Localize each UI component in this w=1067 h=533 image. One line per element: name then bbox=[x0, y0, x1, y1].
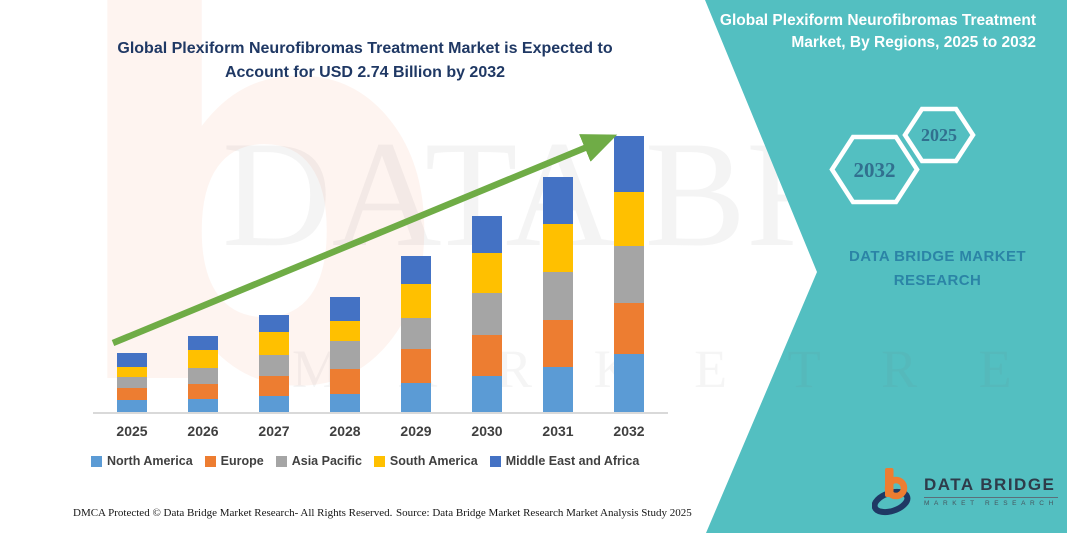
x-axis-label-2027: 2027 bbox=[258, 423, 290, 439]
bar-segment-asia-pacific bbox=[401, 318, 431, 350]
bar-segment-south-america bbox=[543, 224, 573, 272]
brand-wordmark-on-teal: DATA BRIDGE MARKET RESEARCH bbox=[795, 245, 1067, 293]
bar-segment-north-america bbox=[188, 398, 218, 413]
x-axis-label-2025: 2025 bbox=[116, 423, 148, 439]
logo-text: DATA BRIDGE MARKET RESEARCH bbox=[924, 475, 1058, 507]
chart-title: Global Plexiform Neurofibromas Treatment… bbox=[117, 40, 613, 81]
bar-segment-asia-pacific bbox=[472, 292, 502, 336]
bar-segment-europe bbox=[188, 383, 218, 399]
bar-segment-north-america bbox=[117, 399, 147, 413]
bar-segment-middle-east-and-africa bbox=[614, 136, 644, 192]
bar-segment-europe bbox=[543, 320, 573, 367]
bar-segment-north-america bbox=[259, 395, 289, 413]
x-axis-label-2026: 2026 bbox=[187, 423, 219, 439]
legend-item-north-america: North America bbox=[91, 454, 193, 468]
bar-segment-europe bbox=[401, 349, 431, 383]
hexagon-year-2032: 2032 bbox=[854, 158, 896, 182]
legend-label: Middle East and Africa bbox=[505, 454, 640, 468]
bar-segment-asia-pacific bbox=[614, 246, 644, 303]
databridge-logo-icon bbox=[872, 468, 911, 516]
bar-segment-south-america bbox=[259, 332, 289, 356]
bar-segment-asia-pacific bbox=[259, 355, 289, 376]
legend-swatch bbox=[275, 455, 287, 467]
dmca-notice: DMCA Protected © Data Bridge Market Rese… bbox=[73, 507, 393, 519]
bar-segment-asia-pacific bbox=[188, 367, 218, 384]
bar-segment-north-america bbox=[401, 382, 431, 413]
x-axis-label-2029: 2029 bbox=[400, 423, 432, 439]
legend-label: Europe bbox=[220, 454, 264, 468]
bar-segment-south-america bbox=[188, 350, 218, 368]
bar-segment-south-america bbox=[614, 191, 644, 247]
legend-item-south-america: South America bbox=[373, 454, 478, 468]
legend-label: South America bbox=[389, 454, 478, 468]
bar-segment-asia-pacific bbox=[117, 376, 147, 388]
bar-segment-north-america bbox=[543, 366, 573, 413]
bar-segment-south-america bbox=[472, 253, 502, 293]
stacked-bar-2031 bbox=[543, 176, 573, 413]
stacked-bar-2025 bbox=[117, 352, 147, 413]
legend-item-middle-east-and-africa: Middle East and Africa bbox=[489, 454, 640, 468]
brand-line1: DATA BRIDGE MARKET bbox=[849, 248, 1026, 265]
legend-swatch bbox=[204, 455, 216, 467]
bar-segment-asia-pacific bbox=[330, 341, 360, 369]
legend-item-asia-pacific: Asia Pacific bbox=[275, 454, 362, 468]
legend-swatch bbox=[91, 455, 102, 467]
legend-swatch bbox=[489, 455, 501, 467]
right-panel-heading: Global Plexiform Neurofibromas Treatment… bbox=[719, 12, 1036, 51]
legend-label: North America bbox=[107, 454, 193, 468]
bar-segment-south-america bbox=[401, 283, 431, 319]
stacked-bar-2030 bbox=[472, 216, 502, 413]
bar-segment-europe bbox=[614, 302, 644, 355]
bar-segment-europe bbox=[117, 387, 147, 400]
bar-segment-asia-pacific bbox=[543, 271, 573, 320]
brand-line2: RESEARCH bbox=[893, 272, 982, 289]
bar-segment-middle-east-and-africa bbox=[259, 315, 289, 333]
logo-tagline: MARKET RESEARCH bbox=[924, 497, 1058, 507]
bar-segment-middle-east-and-africa bbox=[188, 336, 218, 351]
stacked-bar-2032 bbox=[614, 136, 644, 413]
hexagon-year-2025: 2025 bbox=[921, 125, 957, 145]
legend-label: Asia Pacific bbox=[291, 454, 362, 468]
source-note: Source: Data Bridge Market Research Mark… bbox=[396, 507, 692, 519]
bar-segment-middle-east-and-africa bbox=[401, 255, 431, 284]
legend-item-europe: Europe bbox=[204, 454, 264, 468]
stacked-bar-2029 bbox=[401, 255, 431, 413]
bar-segment-europe bbox=[259, 375, 289, 396]
x-axis-label-2030: 2030 bbox=[471, 423, 503, 439]
company-logo: DATA BRIDGE MARKET RESEARCH bbox=[872, 466, 1058, 516]
bar-segment-north-america bbox=[472, 375, 502, 413]
bar-segment-europe bbox=[472, 335, 502, 376]
chart-legend: North America Europe Asia Pacific South Ame… bbox=[91, 454, 671, 468]
legend-swatch bbox=[373, 455, 385, 467]
bar-segment-middle-east-and-africa bbox=[330, 296, 360, 322]
stacked-bar-2026 bbox=[188, 336, 218, 413]
stacked-bar-2027 bbox=[259, 315, 289, 413]
stacked-bar-2028 bbox=[330, 296, 360, 413]
bar-segment-north-america bbox=[330, 393, 360, 413]
x-axis-line bbox=[93, 412, 668, 414]
x-axis-label-2031: 2031 bbox=[542, 423, 574, 439]
year-hexagons-icon: 2032 2025 bbox=[829, 106, 976, 205]
bar-segment-south-america bbox=[330, 321, 360, 342]
bar-segment-middle-east-and-africa bbox=[117, 352, 147, 367]
bar-segment-europe bbox=[330, 368, 360, 394]
bar-segment-south-america bbox=[117, 366, 147, 377]
logo-name: DATA BRIDGE bbox=[924, 475, 1056, 494]
bar-segment-north-america bbox=[614, 354, 644, 413]
x-axis-label-2028: 2028 bbox=[329, 423, 361, 439]
bar-segment-middle-east-and-africa bbox=[543, 176, 573, 224]
x-axis-label-2032: 2032 bbox=[613, 423, 645, 439]
bar-segment-middle-east-and-africa bbox=[472, 216, 502, 254]
